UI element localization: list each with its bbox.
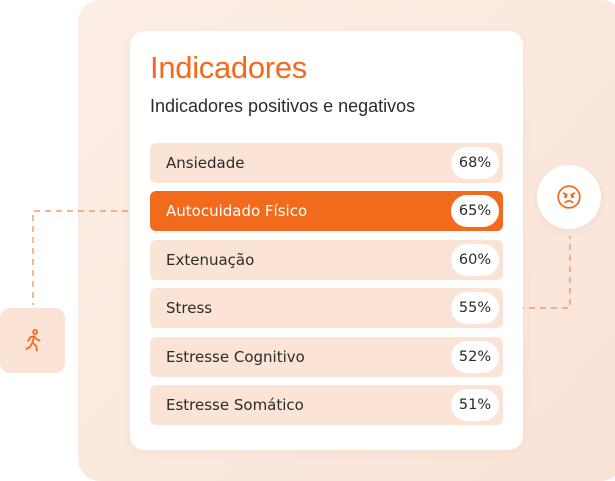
indicator-value: 68% [451,147,499,179]
indicator-label: Stress [166,299,213,318]
indicator-row-stress[interactable]: Stress 55% [150,288,503,329]
indicator-value: 51% [451,388,499,421]
indicator-row-estresse-cognitivo[interactable]: Estresse Cognitivo 52% [150,336,503,377]
indicator-label: Ansiedade [166,154,245,172]
indicator-value: 60% [451,243,499,276]
indicator-label: Autocuidado Físico [166,202,308,221]
indicator-row-autocuidado-fisico[interactable]: Autocuidado Físico 65% [150,191,503,232]
indicator-value: 55% [451,292,499,325]
indicator-row-extenuacao[interactable]: Extenuação 60% [150,239,503,280]
activity-badge [0,308,65,373]
indicator-row-ansiedade[interactable]: Ansiedade 68% [150,143,503,183]
mood-badge [537,165,601,229]
card-title: Indicadores [150,50,307,85]
angry-face-icon [557,185,581,209]
indicator-list: Ansiedade 68% Autocuidado Físico 65% Ext… [150,143,503,433]
indicator-row-estresse-somatico[interactable]: Estresse Somático 51% [150,384,503,425]
card-subtitle: Indicadores positivos e negativos [150,96,416,116]
indicator-value: 52% [451,340,499,373]
indicator-label: Estresse Somático [166,395,304,414]
indicator-label: Extenuação [166,250,255,269]
indicator-label: Estresse Cognitivo [166,347,305,366]
person-walking-icon [25,328,40,352]
indicator-value: 65% [451,195,499,228]
